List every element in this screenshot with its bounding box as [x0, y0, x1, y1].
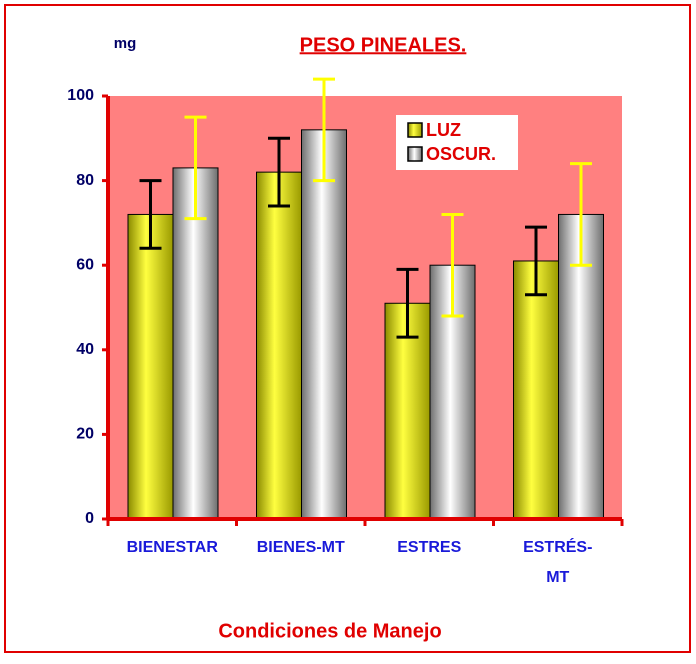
y-tick-label: 80 — [76, 172, 94, 189]
x-tick-label-line: MT — [546, 569, 569, 586]
legend-swatch — [407, 146, 423, 162]
legend-swatch — [407, 122, 423, 138]
x-tick-label-line: ESTRÉS- — [523, 537, 592, 556]
legend-label: OSCUR. — [426, 144, 496, 164]
y-tick-label: 40 — [76, 341, 94, 358]
y-axis-label: mg — [114, 35, 137, 52]
x-tick-label: ESTRÉS- MT — [523, 537, 592, 586]
bar — [513, 260, 559, 520]
x-tick-label: BIENES-MT — [257, 539, 345, 556]
legend-label: LUZ — [426, 120, 461, 140]
chart-title: PESO PINEALES. — [300, 34, 467, 56]
x-tick-label: BIENESTAR — [127, 539, 219, 556]
x-tick-label: ESTRES — [397, 539, 461, 556]
bar — [127, 213, 174, 520]
x-axis-label: Condiciones de Manejo — [218, 620, 441, 642]
bar — [172, 167, 219, 520]
bar — [256, 171, 302, 520]
y-tick-label: 0 — [85, 510, 94, 527]
y-tick-label: 100 — [67, 87, 94, 104]
bar — [301, 129, 347, 520]
y-tick-label: 60 — [76, 256, 94, 273]
y-tick-label: 20 — [76, 426, 94, 443]
